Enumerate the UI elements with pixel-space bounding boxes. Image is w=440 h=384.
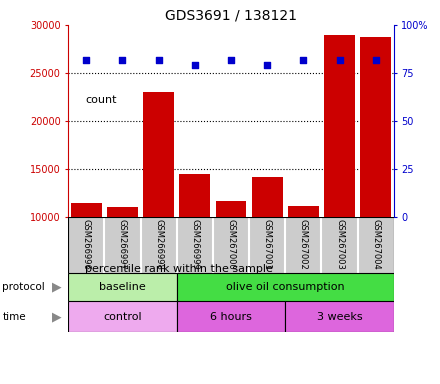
Text: time: time [2, 312, 26, 322]
Bar [216, 201, 246, 217]
Text: ▶: ▶ [51, 281, 61, 293]
Text: GSM266998: GSM266998 [154, 219, 163, 270]
Text: count: count [85, 95, 117, 105]
Point [336, 56, 343, 63]
Bar [73, 38, 81, 146]
Text: GSM266996: GSM266996 [82, 219, 91, 270]
Point [227, 56, 235, 63]
Point [83, 56, 90, 63]
Text: ▶: ▶ [51, 310, 61, 323]
Text: control: control [103, 312, 142, 322]
Text: baseline: baseline [99, 282, 146, 292]
Text: olive oil consumption: olive oil consumption [226, 282, 345, 292]
Text: GSM267003: GSM267003 [335, 219, 344, 270]
Text: GSM267000: GSM267000 [227, 219, 235, 270]
Title: GDS3691 / 138121: GDS3691 / 138121 [165, 8, 297, 22]
Bar [180, 174, 210, 217]
Point [372, 56, 379, 63]
Bar [71, 203, 102, 217]
Bar [360, 38, 391, 217]
Text: GSM266997: GSM266997 [118, 219, 127, 270]
Point [119, 56, 126, 63]
Bar [143, 92, 174, 217]
Bar [285, 301, 394, 332]
Text: 6 hours: 6 hours [210, 312, 252, 322]
Point [300, 56, 307, 63]
Bar [107, 207, 138, 217]
Bar [252, 177, 282, 217]
Text: GSM267001: GSM267001 [263, 219, 271, 270]
Point [191, 62, 198, 68]
Bar [324, 35, 355, 217]
Bar [177, 301, 285, 332]
Text: percentile rank within the sample: percentile rank within the sample [85, 264, 273, 274]
Text: 3 weeks: 3 weeks [317, 312, 363, 322]
Text: protocol: protocol [2, 282, 45, 292]
Bar [68, 273, 177, 301]
Text: GSM267004: GSM267004 [371, 219, 380, 270]
Bar [73, 207, 81, 315]
Text: GSM267002: GSM267002 [299, 219, 308, 270]
Bar [68, 301, 177, 332]
Point [264, 62, 271, 68]
Bar [288, 207, 319, 217]
Bar [177, 273, 394, 301]
Point [155, 56, 162, 63]
Text: GSM266999: GSM266999 [191, 219, 199, 270]
